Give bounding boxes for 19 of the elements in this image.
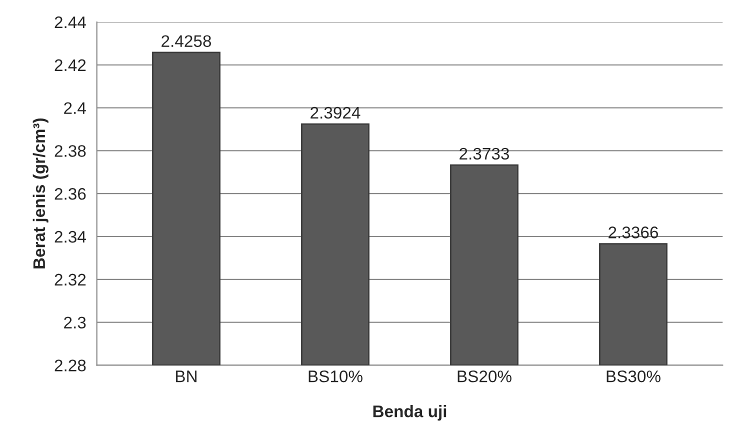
x-axis-title: Benda uji bbox=[373, 405, 446, 421]
y-tick-label: 2.38 bbox=[54, 145, 86, 157]
x-tick-label: BS30% bbox=[606, 370, 660, 382]
y-tick-label: 2.4 bbox=[64, 102, 86, 114]
y-tick-label: 2.36 bbox=[54, 188, 86, 200]
y-axis-title: Berat jenis (gr/cm³) bbox=[32, 118, 48, 268]
data-label: 2.3733 bbox=[460, 148, 510, 160]
x-tick-label: BS20% bbox=[458, 370, 512, 382]
y-tick-label: 2.34 bbox=[54, 230, 86, 243]
data-label: 2.4258 bbox=[162, 35, 212, 48]
data-label: 2.3924 bbox=[310, 106, 360, 119]
y-tick-label: 2.28 bbox=[54, 360, 86, 372]
y-tick-label: 2.3 bbox=[64, 316, 86, 329]
y-tick-label: 2.32 bbox=[54, 274, 86, 286]
y-tick-label: 2.44 bbox=[54, 16, 86, 28]
x-tick-label: BS10% bbox=[308, 370, 362, 382]
x-tick-label: BN bbox=[176, 370, 196, 382]
y-tick-label: 2.42 bbox=[54, 59, 86, 71]
data-label: 2.3366 bbox=[608, 226, 658, 238]
